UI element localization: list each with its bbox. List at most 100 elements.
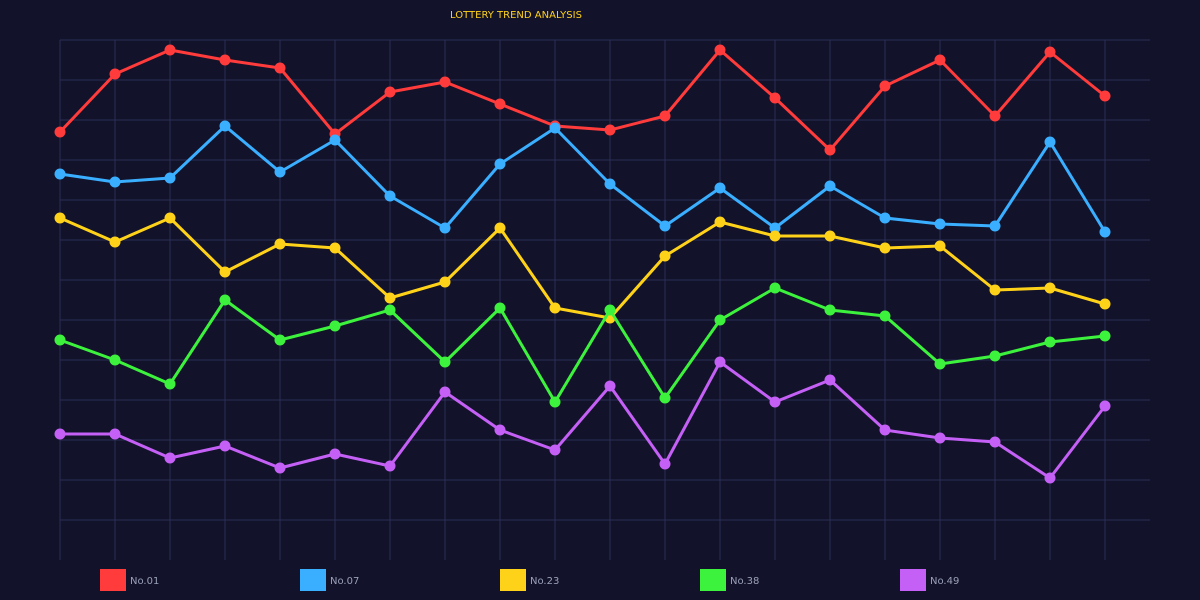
data-point [329,134,341,146]
data-point [329,242,341,254]
data-point [274,62,286,74]
chart-legend: No.01 No.07 No.23 No.38 No.49 [100,569,959,591]
legend-label: No.38 [730,576,759,587]
data-point [879,310,891,322]
data-point [274,238,286,250]
data-point [219,294,231,306]
data-point [494,98,506,110]
data-point [1099,90,1111,102]
data-point [549,302,561,314]
data-point [604,304,616,316]
data-point [989,350,1001,362]
legend-item: No.07 [300,569,359,591]
data-point [714,182,726,194]
chart-title: LOTTERY TREND ANALYSIS [450,10,582,21]
data-point [879,424,891,436]
series-no-38 [54,282,1111,408]
data-point [604,178,616,190]
data-point [824,304,836,316]
data-point [439,76,451,88]
data-point [989,220,1001,232]
data-point [274,166,286,178]
data-point [549,444,561,456]
data-point [769,282,781,294]
data-point [1099,330,1111,342]
series-no-07 [54,120,1111,238]
data-point [439,276,451,288]
data-point [659,392,671,404]
legend-swatch [100,569,126,591]
data-point [219,54,231,66]
data-point [989,110,1001,122]
legend-label: No.49 [930,576,959,587]
data-point [549,396,561,408]
data-point [384,304,396,316]
data-point [714,44,726,56]
data-point [1044,282,1056,294]
data-point [824,230,836,242]
data-point [659,110,671,122]
data-point [54,168,66,180]
data-point [1099,400,1111,412]
data-point [164,212,176,224]
data-point [219,440,231,452]
data-point [1044,136,1056,148]
series-no-49 [54,356,1111,484]
data-point [989,436,1001,448]
series-line [58,360,1107,480]
data-point [219,266,231,278]
data-point [714,356,726,368]
data-point [824,144,836,156]
data-point [109,428,121,440]
data-point [384,86,396,98]
data-point [494,222,506,234]
data-point [659,458,671,470]
data-point [1099,226,1111,238]
data-point [54,212,66,224]
data-point [934,432,946,444]
data-point [54,126,66,138]
series-line [58,216,1107,320]
data-point [549,122,561,134]
data-point [934,218,946,230]
series-line [58,48,1107,152]
data-point [824,374,836,386]
data-point [164,172,176,184]
data-point [879,80,891,92]
data-point [769,92,781,104]
data-point [934,240,946,252]
legend-label: No.23 [530,576,559,587]
data-point [494,424,506,436]
legend-swatch [300,569,326,591]
data-point [439,386,451,398]
data-point [1044,46,1056,58]
legend-label: No.01 [130,576,159,587]
legend-swatch [500,569,526,591]
data-point [494,302,506,314]
data-point [604,380,616,392]
data-point [164,44,176,56]
data-point [54,334,66,346]
data-point [384,460,396,472]
data-point [714,314,726,326]
data-point [329,448,341,460]
legend-item: No.49 [900,569,959,591]
legend-swatch [900,569,926,591]
data-point [769,230,781,242]
data-point [439,356,451,368]
series-no-23 [54,212,1111,324]
data-point [604,124,616,136]
data-point [769,222,781,234]
legend-item: No.38 [700,569,759,591]
data-point [714,216,726,228]
data-point [274,334,286,346]
chart-grid [59,39,1150,560]
data-point [109,354,121,366]
series-line [58,286,1107,404]
data-point [439,222,451,234]
data-point [879,242,891,254]
chart-series [54,44,1111,484]
data-point [494,158,506,170]
data-point [164,378,176,390]
data-point [1044,472,1056,484]
